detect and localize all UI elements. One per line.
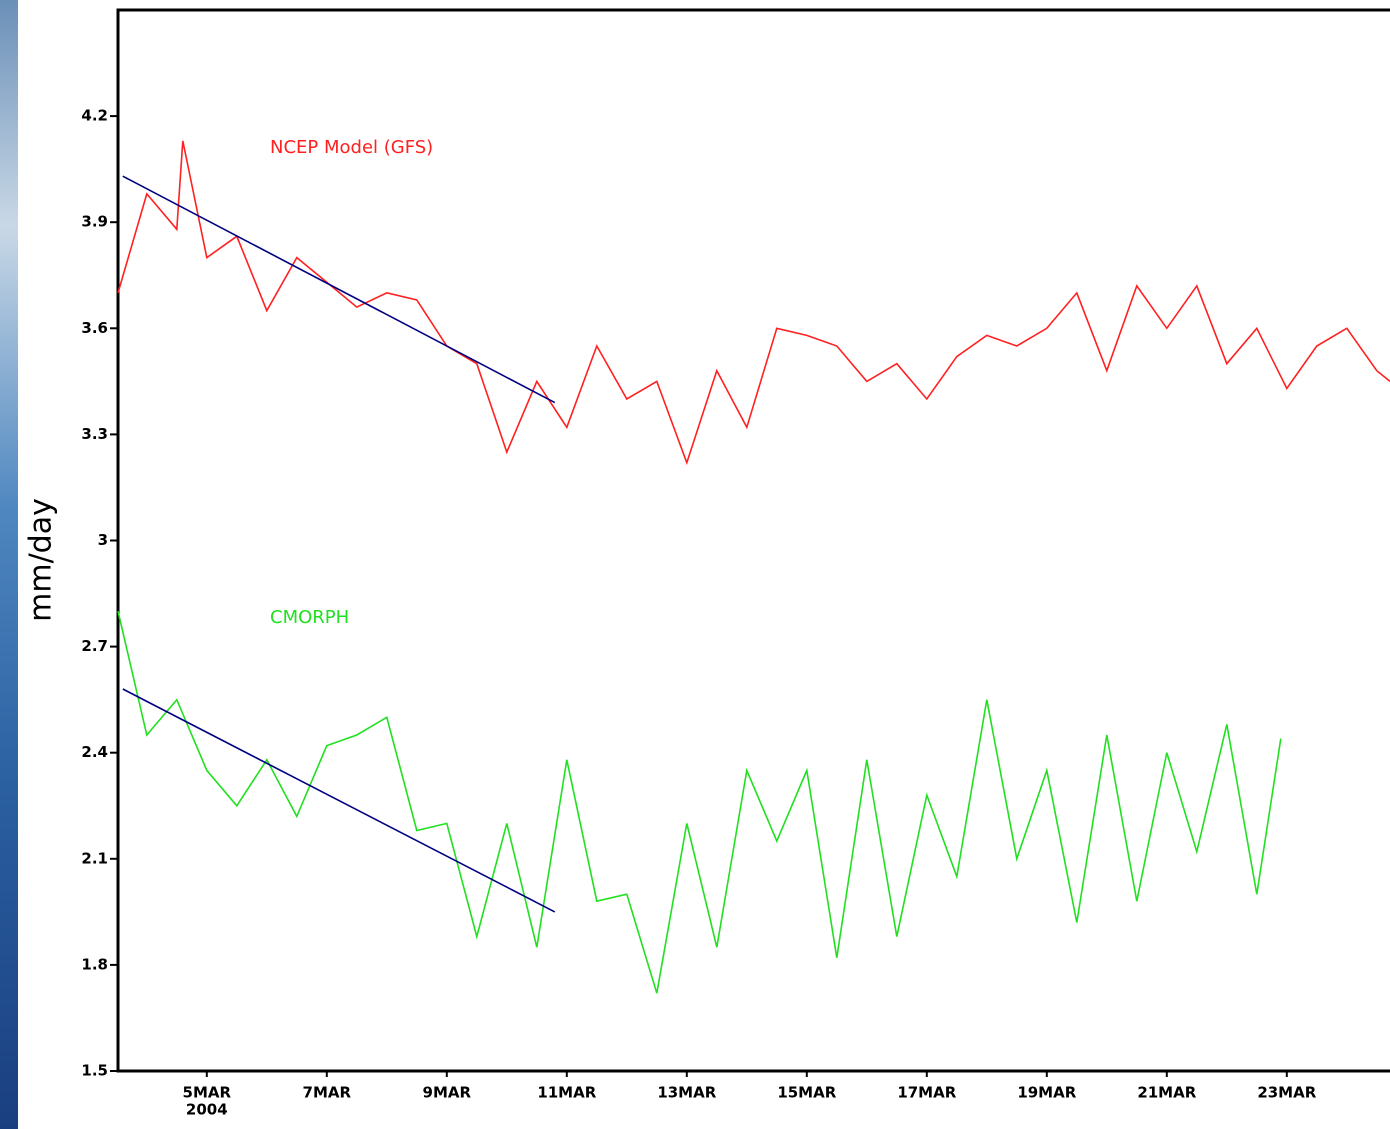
x-tick-label: 11MAR: [537, 1084, 596, 1102]
y-tick-label: 3.6: [81, 319, 108, 337]
trend-line: [123, 176, 555, 402]
x-tick-label: 9MAR: [423, 1084, 472, 1102]
y-tick-label: 3.3: [81, 425, 108, 443]
chart: mm/day 1.51.82.12.42.733.33.63.94.25MAR2…: [0, 0, 1390, 1129]
y-tick-label: 2.1: [81, 849, 108, 867]
background-strip: [0, 0, 18, 1129]
series-line: [118, 611, 1281, 993]
x-tick-label: 23MAR: [1257, 1084, 1316, 1102]
x-tick-label: 19MAR: [1017, 1084, 1076, 1102]
series-label: NCEP Model (GFS): [270, 137, 433, 158]
x-tick-label: 7MAR: [303, 1084, 352, 1102]
y-tick-label: 3: [98, 531, 108, 549]
y-tick-label: 4.2: [81, 107, 108, 125]
y-tick-label: 2.4: [81, 743, 108, 761]
y-axis-label: mm/day: [24, 498, 59, 622]
x-sublabel: 2004: [186, 1101, 228, 1119]
series-label: CMORPH: [270, 607, 349, 628]
y-tick-label: 1.8: [81, 955, 108, 973]
y-tick-label: 2.7: [81, 637, 108, 655]
x-tick-label: 21MAR: [1137, 1084, 1196, 1102]
trend-line: [123, 689, 555, 912]
series-line: [118, 141, 1390, 463]
x-tick-label: 13MAR: [657, 1084, 716, 1102]
x-tick-label: 5MAR: [183, 1084, 232, 1102]
plot-frame: [118, 10, 1390, 1071]
y-tick-label: 3.9: [81, 213, 108, 231]
x-tick-label: 15MAR: [777, 1084, 836, 1102]
x-tick-label: 17MAR: [897, 1084, 956, 1102]
y-tick-label: 1.5: [81, 1062, 108, 1080]
